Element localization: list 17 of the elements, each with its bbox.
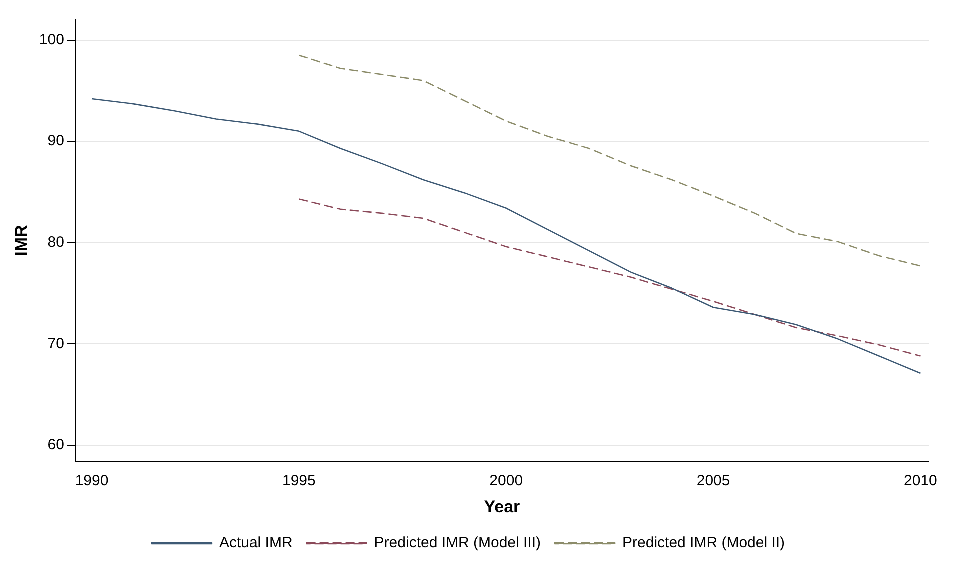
legend-label: Predicted IMR (Model III)	[374, 534, 542, 552]
y-axis-title: IMR	[12, 225, 31, 256]
line-series	[298, 54, 922, 267]
x-tick-label: 2000	[490, 472, 524, 490]
y-tick-label: 70	[48, 335, 64, 352]
y-tick-label: 100	[39, 31, 64, 48]
y-tick-label: 60	[48, 436, 64, 454]
x-tick-label: 2005	[696, 472, 730, 490]
x-axis-title: Year	[484, 497, 521, 516]
x-tick-label: 1990	[75, 472, 109, 490]
line-series	[298, 198, 922, 357]
y-tick-label: 90	[48, 132, 64, 150]
x-tick-label: 2010	[904, 472, 938, 490]
legend-label: Actual IMR	[219, 534, 293, 552]
y-tick-label: 80	[48, 234, 64, 251]
legend-label: Predicted IMR (Model II)	[622, 534, 786, 552]
x-tick-label: 1995	[282, 472, 316, 490]
